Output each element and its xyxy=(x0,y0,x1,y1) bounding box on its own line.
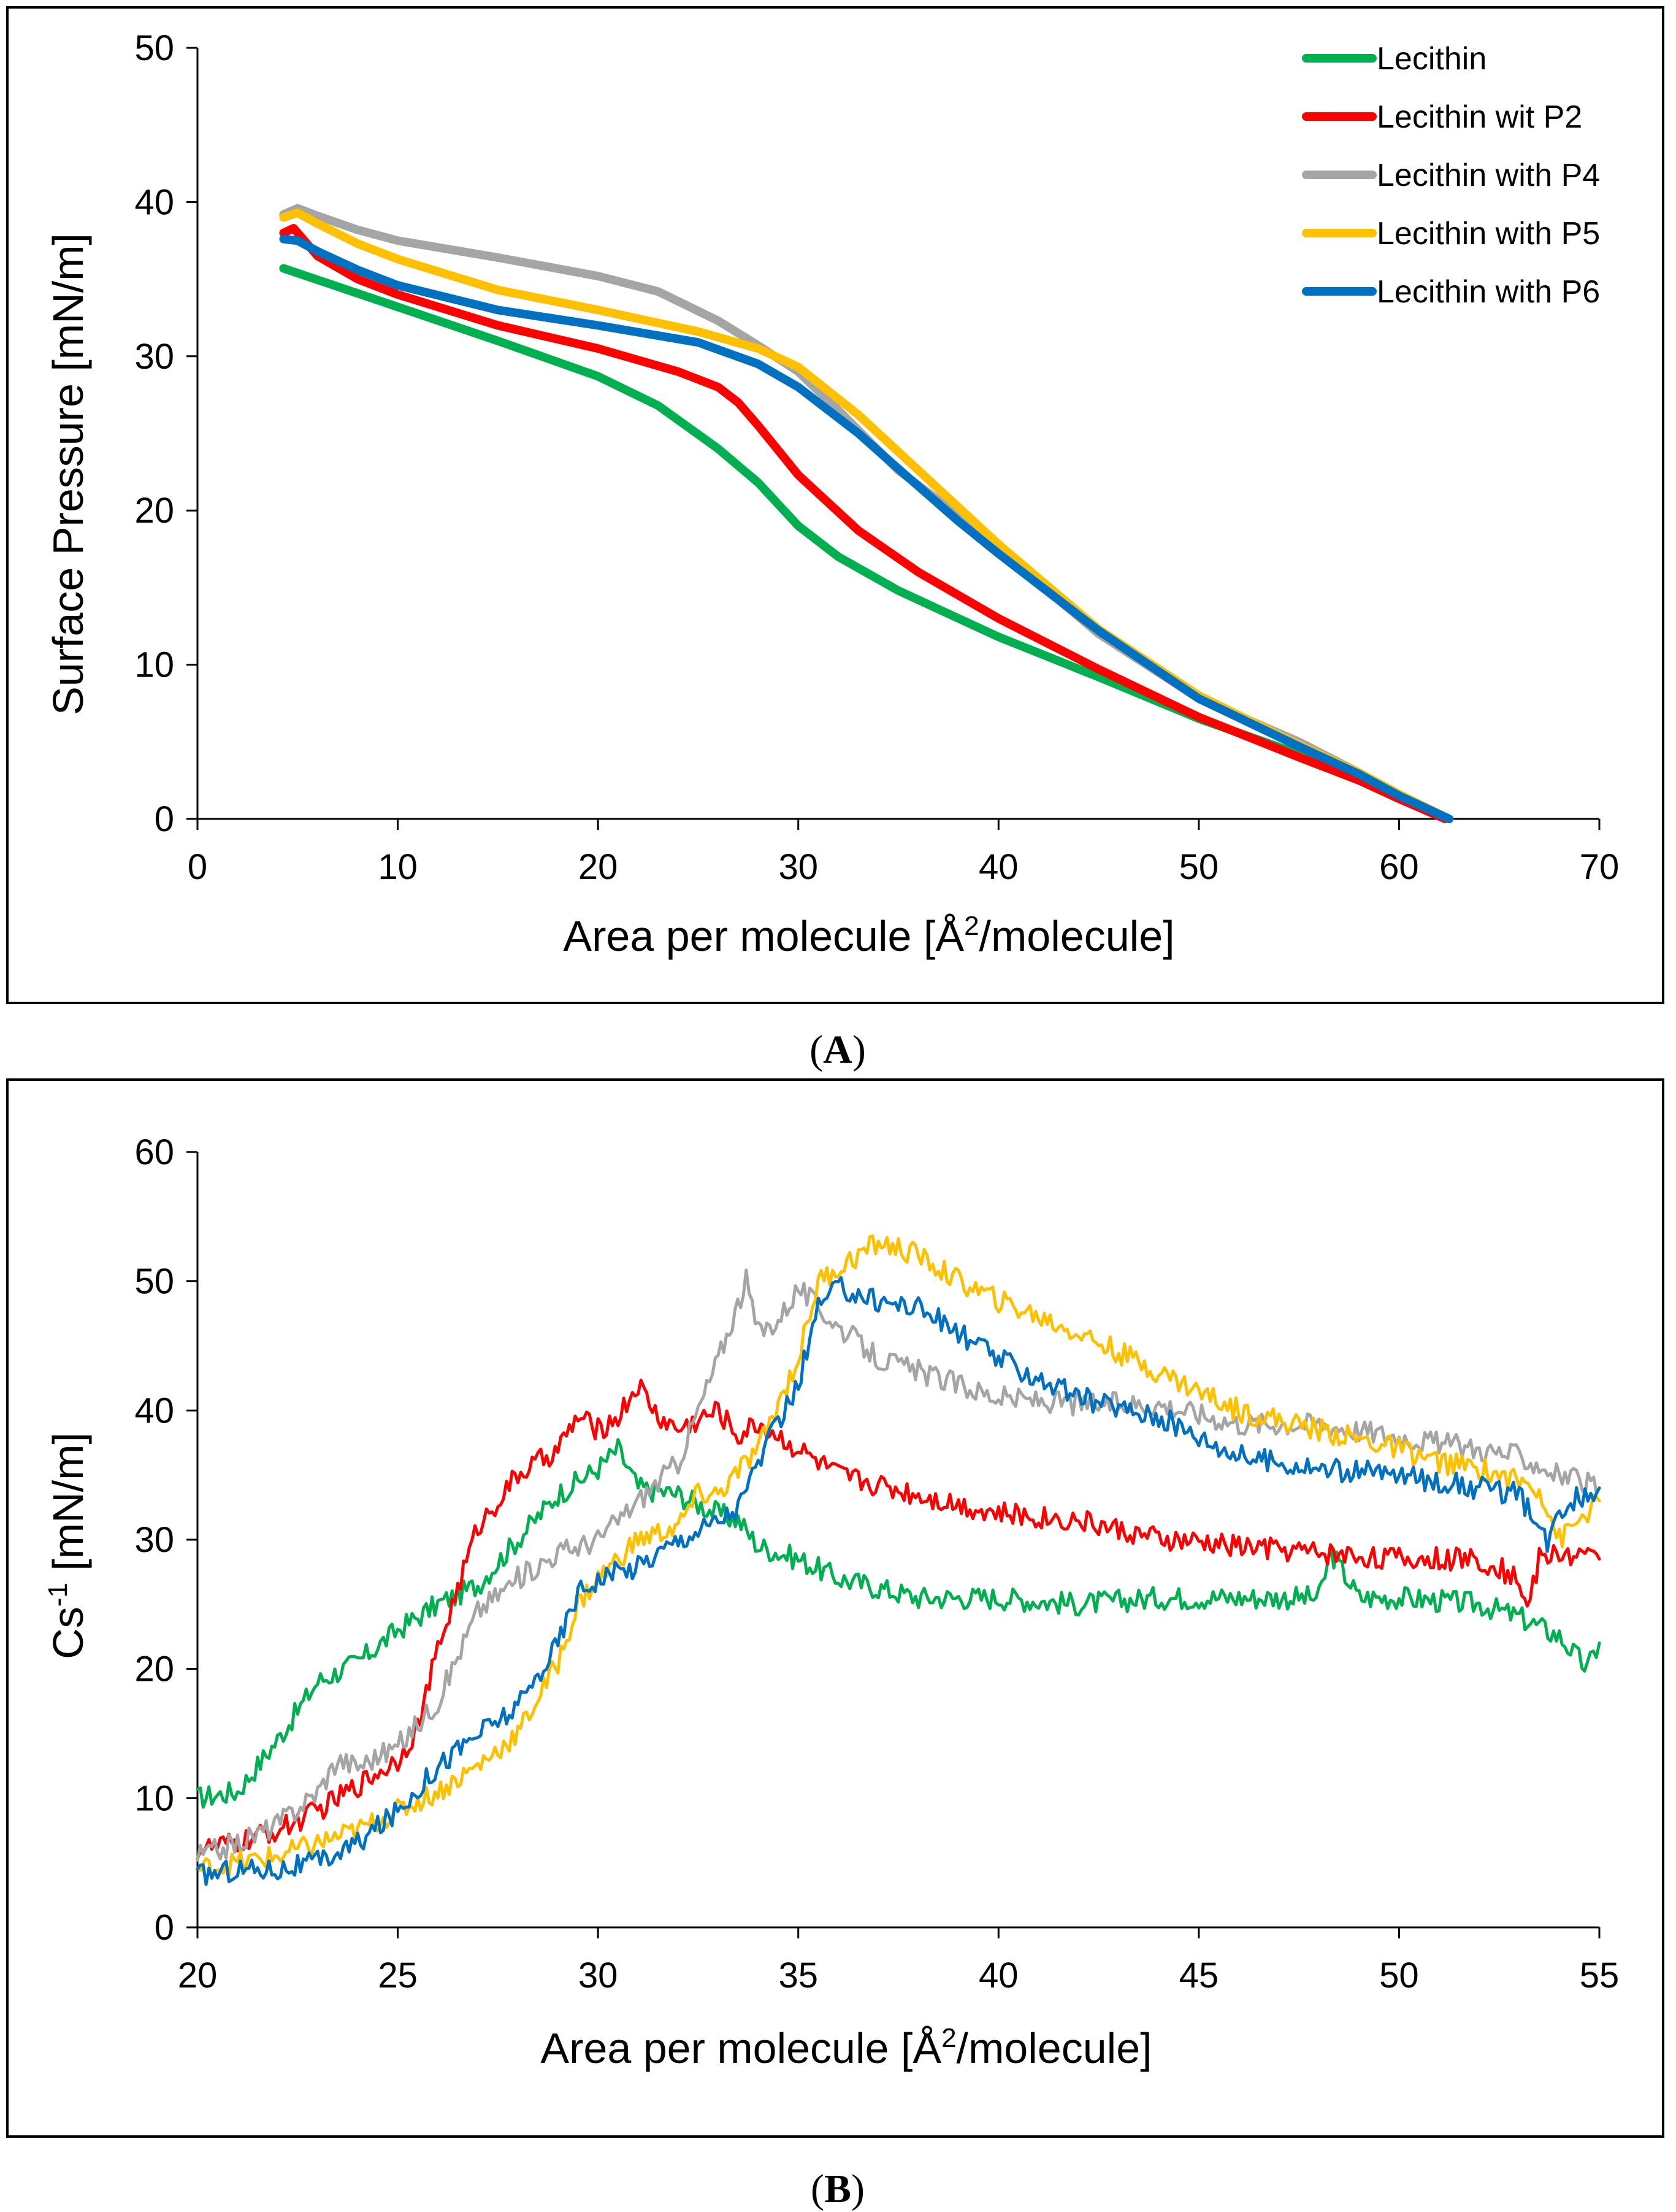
panel-a-x-tick-label: 70 xyxy=(1580,847,1620,887)
panel-b-x-tick-label: 45 xyxy=(1179,1956,1219,1995)
panel-b-series-lecithin-with-p5 xyxy=(196,1234,1601,1880)
panel-b-x-tick-label: 20 xyxy=(178,1956,218,1995)
legend-label-lecithin-with-p5: Lecithin with P5 xyxy=(1377,216,1600,252)
panel-b-y-tick-label: 60 xyxy=(134,1132,174,1172)
panel-a-y-axis-title: Surface Pressure [mN/m] xyxy=(44,233,92,715)
panel-a-label: (A) xyxy=(809,1027,866,1072)
panel-a-legend: Lecithin Lecithin wit P2 Lecithin with P4 L… xyxy=(1302,41,1600,310)
panel-a-y-tick-label: 10 xyxy=(134,645,174,685)
panel-a-x-tick-label: 0 xyxy=(188,847,207,887)
panel-b-series-lecithin-with-p6 xyxy=(196,1276,1601,1886)
panel-a-marks: 0 10 20 30 40 50 0 10 20 30 40 50 60 70 xyxy=(134,28,1619,887)
panel-b-y-tick-label: 20 xyxy=(134,1649,174,1689)
panel-a-x-tick-label: 20 xyxy=(578,847,618,887)
panel-b-y-tick-label: 10 xyxy=(134,1778,174,1818)
panel-b-x-tick-label: 55 xyxy=(1580,1956,1620,1995)
panel-b-series-lecithin-wit-p2 xyxy=(196,1378,1601,1861)
panel-a-y-tick-label: 50 xyxy=(134,28,174,68)
legend-label-lecithin-with-p6: Lecithin with P6 xyxy=(1377,274,1600,310)
panel-b-x-axis-title: Area per molecule [Å2/molecule] xyxy=(540,2023,1152,2072)
panel-a-x-tick-label: 40 xyxy=(979,847,1019,887)
panel-a-x-tick-label: 50 xyxy=(1179,847,1219,887)
panel-b-x-tick-label: 40 xyxy=(979,1956,1019,1995)
panel-a-series-lecithin-wit-p2 xyxy=(279,224,1450,823)
panel-b-series-lecithin-with-p4 xyxy=(196,1268,1601,1862)
panel-b-frame xyxy=(6,1078,1664,2138)
panel-b-x-tick-label: 30 xyxy=(578,1956,618,1995)
legend-label-lecithin: Lecithin xyxy=(1377,41,1487,77)
panel-b-x-tick-label: 50 xyxy=(1379,1956,1419,1995)
panel-a-y-tick-label: 30 xyxy=(134,337,174,377)
panel-a-x-tick-label: 30 xyxy=(778,847,818,887)
panel-b: 0 10 20 30 40 50 60 20 25 30 35 40 45 50 55 Area per m… xyxy=(6,1078,1664,2138)
panel-b-x-tick-label: 35 xyxy=(778,1956,818,1995)
legend-label-lecithin-wit-p2: Lecithin wit P2 xyxy=(1377,99,1582,135)
panel-b-y-tick-label: 30 xyxy=(134,1520,174,1560)
panel-b-label: (B) xyxy=(811,2167,865,2211)
panel-a-x-tick-label: 60 xyxy=(1379,847,1419,887)
legend-label-lecithin-with-p4: Lecithin with P4 xyxy=(1377,158,1600,193)
panel-b-y-tick-label: 40 xyxy=(134,1391,174,1431)
panel-a-y-tick-label: 20 xyxy=(134,491,174,531)
panel-b-x-tick-label: 25 xyxy=(378,1956,418,1995)
panel-b-series-lecithin xyxy=(196,1438,1601,1809)
panel-a-y-tick-label: 0 xyxy=(155,799,174,839)
panel-a-x-tick-label: 10 xyxy=(378,847,418,887)
panel-a-frame xyxy=(6,6,1664,1004)
panel-b-y-axis-title: Cs-1 [mN/m] xyxy=(43,1432,92,1659)
panel-b-y-tick-label: 0 xyxy=(155,1908,174,1948)
panel-a: 0 10 20 30 40 50 0 10 20 30 40 50 60 70 Area per mole… xyxy=(6,6,1664,1004)
panel-a-series-lecithin-with-p6 xyxy=(279,234,1454,823)
panel-b-marks: 0 10 20 30 40 50 60 20 25 30 35 40 45 50 55 xyxy=(134,1132,1619,1995)
panel-a-y-tick-label: 40 xyxy=(134,182,174,222)
panel-b-y-tick-label: 50 xyxy=(134,1262,174,1302)
panel-a-x-axis-title: Area per molecule [Å2/molecule] xyxy=(563,911,1174,960)
